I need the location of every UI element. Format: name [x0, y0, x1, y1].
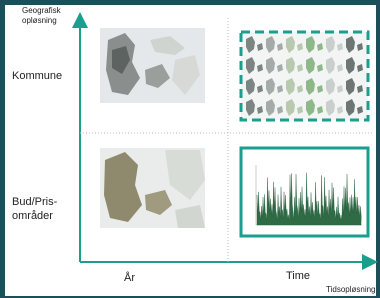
diagram [0, 0, 380, 298]
map-budomraader [100, 148, 205, 228]
column-label: År [124, 272, 135, 284]
x-axis-title: Tidsopløsning [326, 285, 376, 294]
frame: Geografisk opløsning Kommune Bud/Pris-om… [0, 0, 380, 298]
row-label: Kommune [12, 70, 62, 82]
y-axis-title: Geografisk opløsning [22, 6, 82, 26]
column-label: Time [286, 270, 310, 282]
row-label: Bud/Pris-områder [12, 195, 68, 223]
map-kommune [100, 28, 205, 103]
